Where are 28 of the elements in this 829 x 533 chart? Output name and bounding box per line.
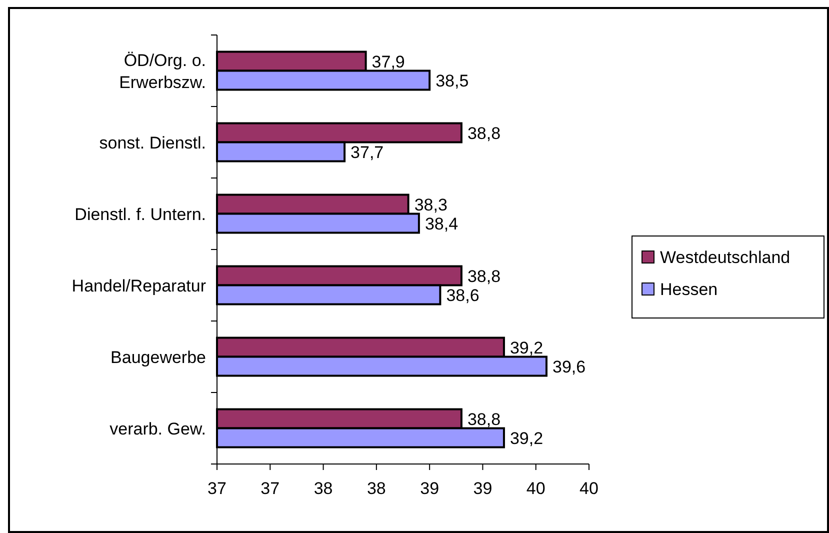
- x-tick-label: 39: [420, 479, 440, 498]
- data-label: 38,5: [436, 71, 469, 90]
- data-label: 39,2: [510, 338, 544, 358]
- data-label: 37,9: [372, 52, 405, 72]
- data-label: 38,4: [424, 214, 458, 234]
- x-tick-label: 40: [526, 479, 546, 498]
- x-tick-label: 38: [366, 479, 386, 498]
- data-label: 38,3: [414, 195, 448, 214]
- y-tick-label: ÖD/Org. o. Erwerbszw.: [119, 50, 206, 92]
- data-label: 39,6: [552, 357, 586, 376]
- data-label: 39,2: [510, 428, 544, 448]
- y-tick-label: sonst. Dienstl.: [99, 133, 206, 152]
- data-label: 38,6: [446, 286, 480, 305]
- y-tick-label: Handel/Reparatur: [72, 276, 206, 296]
- data-label: 38,8: [467, 410, 501, 429]
- legend-label: Westdeutschland: [660, 248, 790, 267]
- x-tick-label: 37: [260, 479, 280, 498]
- legend-label: Hessen: [660, 280, 718, 299]
- y-tick-label: verarb. Gew.: [110, 419, 206, 438]
- data-label: 38,8: [467, 266, 501, 286]
- y-tick-label: Dienstl. f. Untern.: [74, 204, 206, 224]
- data-label: 37,7: [350, 142, 384, 162]
- x-tick-label: 39: [473, 479, 492, 498]
- y-tick-label: Baugewerbe: [110, 348, 206, 367]
- data-label: 38,8: [467, 124, 501, 143]
- x-tick-label: 40: [580, 479, 598, 498]
- x-tick-label: 38: [314, 479, 333, 498]
- x-tick-label: 37: [208, 479, 226, 498]
